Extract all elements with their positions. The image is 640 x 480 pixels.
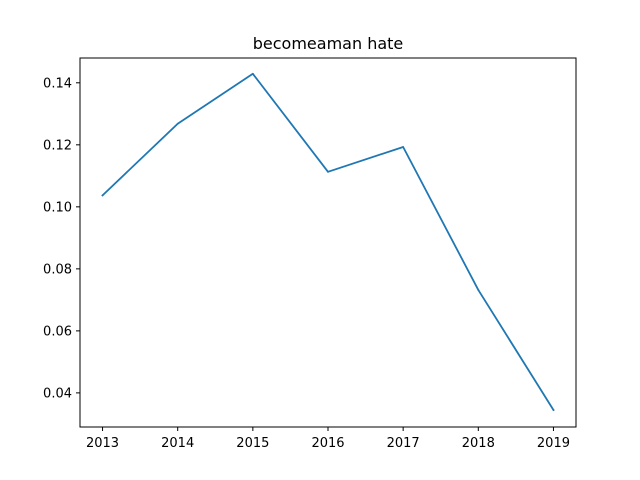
x-tick-label-2017: 2017 bbox=[387, 436, 420, 451]
x-tick-label-2014: 2014 bbox=[161, 436, 194, 451]
x-tick-label-2015: 2015 bbox=[236, 436, 269, 451]
chart-title: becomeaman hate bbox=[253, 34, 404, 53]
y-axis: 0.04 0.06 0.08 0.10 0.12 0.14 bbox=[43, 76, 80, 401]
y-tick-label-0.08: 0.08 bbox=[43, 262, 72, 277]
data-point-2014 bbox=[176, 122, 179, 125]
y-tick-label-0.06: 0.06 bbox=[43, 324, 72, 339]
y-tick-label-0.14: 0.14 bbox=[43, 76, 72, 91]
y-tick-label-0.10: 0.10 bbox=[43, 200, 72, 215]
x-tick-label-2016: 2016 bbox=[311, 436, 344, 451]
data-point-2013 bbox=[101, 194, 104, 197]
data-point-2015 bbox=[251, 72, 254, 75]
x-axis: 2013 2014 2015 2016 2017 2018 2019 bbox=[86, 427, 570, 451]
y-tick-label-0.12: 0.12 bbox=[43, 138, 72, 153]
data-point-2018 bbox=[477, 289, 480, 291]
series-layer bbox=[101, 72, 555, 412]
data-point-2016 bbox=[327, 170, 329, 173]
data-point-2017 bbox=[402, 146, 405, 148]
x-tick-label-2013: 2013 bbox=[86, 436, 119, 451]
x-tick-label-2019: 2019 bbox=[537, 436, 570, 451]
x-tick-label-2018: 2018 bbox=[462, 436, 495, 451]
data-point-2019 bbox=[552, 409, 555, 411]
y-tick-label-0.04: 0.04 bbox=[43, 386, 72, 401]
